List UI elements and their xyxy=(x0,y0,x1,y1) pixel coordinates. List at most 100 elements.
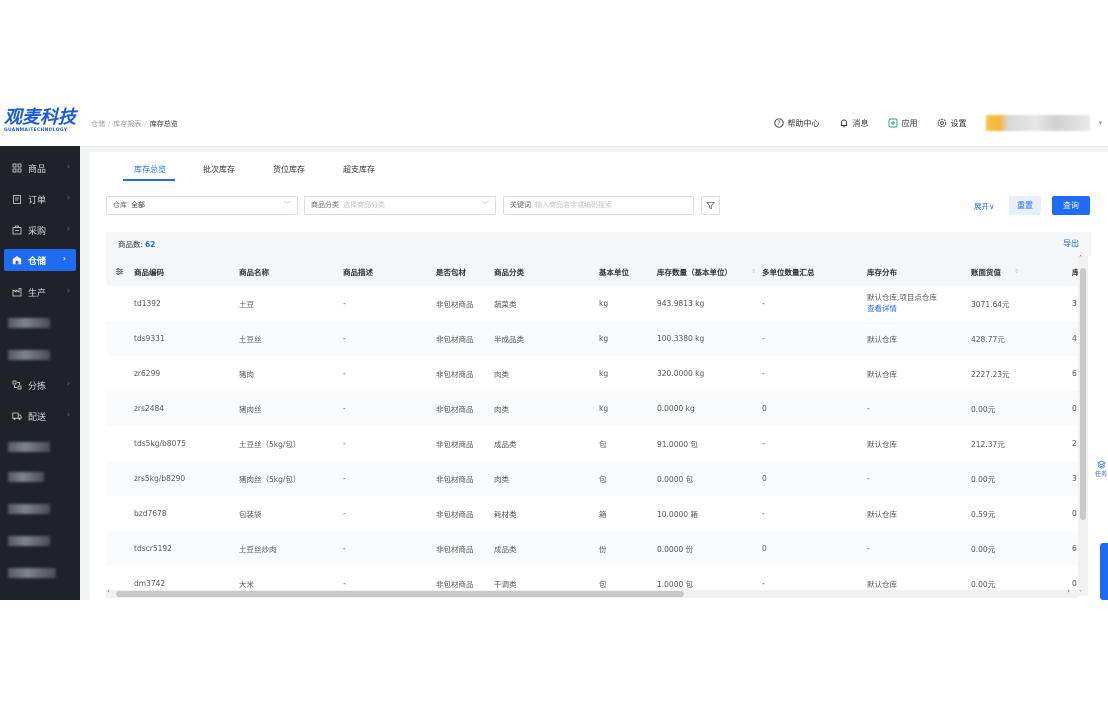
tab-batch-inventory[interactable]: 批次库存 xyxy=(203,165,235,174)
table-row[interactable]: tds5kg/b8075 土豆丝（5kg/包） - 非包材商品 成品类 包 91.0000 … xyxy=(106,426,1078,461)
user-menu-caret-icon[interactable]: ▾ xyxy=(1098,119,1102,127)
cell-book-value: 0.59元 xyxy=(971,510,996,519)
help-center-button[interactable]: ? 帮助中心 xyxy=(774,118,819,129)
scroll-right-icon[interactable]: › xyxy=(1067,587,1070,595)
settings-button[interactable]: 设置 xyxy=(937,118,966,129)
expand-filters-link[interactable]: 展开∨ xyxy=(974,202,995,211)
blurred-menu-item[interactable] xyxy=(8,318,50,328)
column-header[interactable]: 商品分类 xyxy=(494,268,524,277)
sidebar-item-delivery[interactable]: 配送 › xyxy=(0,405,80,427)
sort-icon[interactable]: ⇕ xyxy=(1014,268,1020,275)
cell-description: - xyxy=(343,474,346,483)
warehouse-select[interactable]: 仓库 全部 ﹀ xyxy=(106,196,298,215)
cell-packaging: 非包材商品 xyxy=(436,370,474,379)
cell-name: 土豆丝炒肉 xyxy=(239,545,277,554)
cell-description: - xyxy=(343,334,346,343)
table-row[interactable]: tdscr5192 土豆丝炒肉 - 非包材商品 成品类 份 0.0000 份 0 - 0.00元 6 xyxy=(106,531,1078,566)
category-placeholder: 选择商品分类 xyxy=(343,201,385,209)
column-header[interactable]: 商品编码 xyxy=(134,268,164,277)
messages-button[interactable]: 消息 xyxy=(839,118,868,129)
horizontal-scroll-thumb[interactable] xyxy=(116,591,684,597)
column-header[interactable]: 是否包材 xyxy=(436,268,466,277)
reset-button[interactable]: 重置 xyxy=(1009,196,1041,215)
blurred-menu-item[interactable] xyxy=(8,504,50,514)
product-count-label: 商品数: xyxy=(118,240,144,249)
sidebar-item-sorting[interactable]: 分拣 › xyxy=(0,374,80,396)
scroll-left-icon[interactable]: ‹ xyxy=(107,587,110,595)
sidebar-item-warehouse[interactable]: 仓储 › xyxy=(4,249,76,271)
breadcrumb-item[interactable]: 库存报表 xyxy=(113,120,142,128)
sidebar-item-production[interactable]: 生产 › xyxy=(0,281,80,303)
column-header[interactable]: 商品描述 xyxy=(343,268,373,277)
column-header[interactable]: 账面货值 xyxy=(971,268,1001,277)
blurred-menu-item[interactable] xyxy=(8,472,44,482)
sidebar-item-goods[interactable]: 商品 › xyxy=(0,157,80,179)
cell-distribution: 默认仓库 xyxy=(867,370,897,379)
scroll-down-icon[interactable]: ˅ xyxy=(1079,590,1082,597)
table-row[interactable]: bzd7678 包装袋 - 非包材商品 耗材类 箱 10.0000 箱 - 默认仓库 0.59元 0 xyxy=(106,496,1078,531)
blurred-menu-item[interactable] xyxy=(8,350,50,360)
column-header[interactable]: 商品名称 xyxy=(239,268,269,277)
scroll-up-icon[interactable]: ˄ xyxy=(1079,255,1082,262)
apps-button[interactable]: 应用 xyxy=(888,118,917,129)
breadcrumb-current: 库存总览 xyxy=(149,120,178,128)
column-settings-icon[interactable] xyxy=(115,267,124,276)
column-header[interactable]: 库 xyxy=(1072,268,1078,277)
tab-location-inventory[interactable]: 货位库存 xyxy=(273,165,305,174)
user-avatar[interactable] xyxy=(986,115,1091,131)
table-row[interactable]: tds9331 土豆丝 - 非包材商品 半成品类 kg 100.3380 kg - 默认仓库 42… xyxy=(106,321,1078,356)
blurred-menu-item[interactable] xyxy=(8,442,50,452)
column-header[interactable]: 库存分布 xyxy=(867,268,897,277)
cell-description: - xyxy=(343,404,346,413)
filter-button[interactable] xyxy=(701,196,720,215)
product-count-value: 62 xyxy=(145,240,156,249)
blurred-menu-item[interactable] xyxy=(8,536,50,546)
cell-category: 耗材类 xyxy=(494,510,517,519)
logo-text: 观麦科技 xyxy=(4,107,76,128)
sidebar-item-purchase[interactable]: 采购 › xyxy=(0,219,80,241)
category-select[interactable]: 商品分类 选择商品分类 ﹀ xyxy=(304,196,496,215)
sort-icon xyxy=(12,380,22,390)
cell-quantity: 0.0000 份 xyxy=(657,545,694,554)
side-help-tab[interactable] xyxy=(1100,543,1108,600)
logo[interactable]: 观麦科技 GUANMAITECHNOLOGY xyxy=(4,108,80,138)
cell-code: zrs5kg/b8290 xyxy=(134,474,186,483)
task-float-button[interactable]: 任务 xyxy=(1094,460,1108,484)
cell-category: 肉类 xyxy=(494,405,509,414)
breadcrumb-item[interactable]: 仓储 xyxy=(91,120,105,128)
column-header[interactable]: 库存数量（基本单位） xyxy=(657,268,732,277)
query-button[interactable]: 查询 xyxy=(1052,196,1090,215)
question-circle-icon: ? xyxy=(774,118,785,128)
view-details-link[interactable]: 查看详情 xyxy=(867,304,897,313)
cell-packaging: 非包材商品 xyxy=(436,300,474,309)
blurred-menu-item[interactable] xyxy=(8,568,56,578)
cell-book-value: 428.77元 xyxy=(971,335,1005,344)
horizontal-scrollbar[interactable]: ‹ › xyxy=(106,587,1078,598)
sort-icon[interactable]: ⇕ xyxy=(751,268,757,275)
layers-icon xyxy=(1096,460,1106,469)
keyword-search-input[interactable]: 关键词 输入商品名字或编码搜索 xyxy=(503,196,694,215)
vertical-scroll-thumb[interactable] xyxy=(1080,268,1086,520)
table-row[interactable]: zr6299 猪肉 - 非包材商品 肉类 kg 320.0000 kg - 默认仓库 2227.2… xyxy=(106,356,1078,391)
cell-multi-unit: - xyxy=(762,579,765,588)
tab-inventory-overview[interactable]: 库存总览 xyxy=(134,165,166,174)
column-header[interactable]: 基本单位 xyxy=(599,268,629,277)
cell-packaging: 非包材商品 xyxy=(436,580,474,589)
sidebar-item-orders[interactable]: 订单 › xyxy=(0,188,80,210)
cell-code: zr6299 xyxy=(134,369,161,378)
cell-book-value: 0.00元 xyxy=(971,475,996,484)
table-row[interactable]: dm3742 大米 - 非包材商品 干调类 包 1.0000 包 - 默认仓库 0.00元 0 xyxy=(106,566,1078,596)
cell-multi-unit: - xyxy=(762,299,765,308)
column-header[interactable]: 多单位数量汇总 xyxy=(762,268,815,277)
breadcrumb: 仓储 / 库存报表 / 库存总览 xyxy=(91,120,178,128)
app-window: 观麦科技 GUANMAITECHNOLOGY 仓储 / 库存报表 / 库存总览 ? 帮助… xyxy=(0,100,1108,600)
vertical-scrollbar[interactable]: ˄ ˅ xyxy=(1078,255,1088,597)
cell-quantity: 320.0000 kg xyxy=(657,369,705,378)
truck-icon xyxy=(12,412,22,420)
export-button[interactable]: 导出 xyxy=(1063,239,1079,248)
table-row[interactable]: zrs5kg/b8290 猪肉丝（5kg/包） - 非包材商品 肉类 包 0.0000 包 0… xyxy=(106,461,1078,496)
table-row[interactable]: td1392 土豆 - 非包材商品 蔬菜类 kg 943.9813 kg - 默认仓库,项目点仓… xyxy=(106,286,1078,321)
table-row[interactable]: zrs2484 猪肉丝 - 非包材商品 肉类 kg 0.0000 kg 0 - 0.00元 0 xyxy=(106,391,1078,426)
tab-overspend-inventory[interactable]: 超支库存 xyxy=(343,165,375,174)
cell-unit: kg xyxy=(599,299,609,308)
